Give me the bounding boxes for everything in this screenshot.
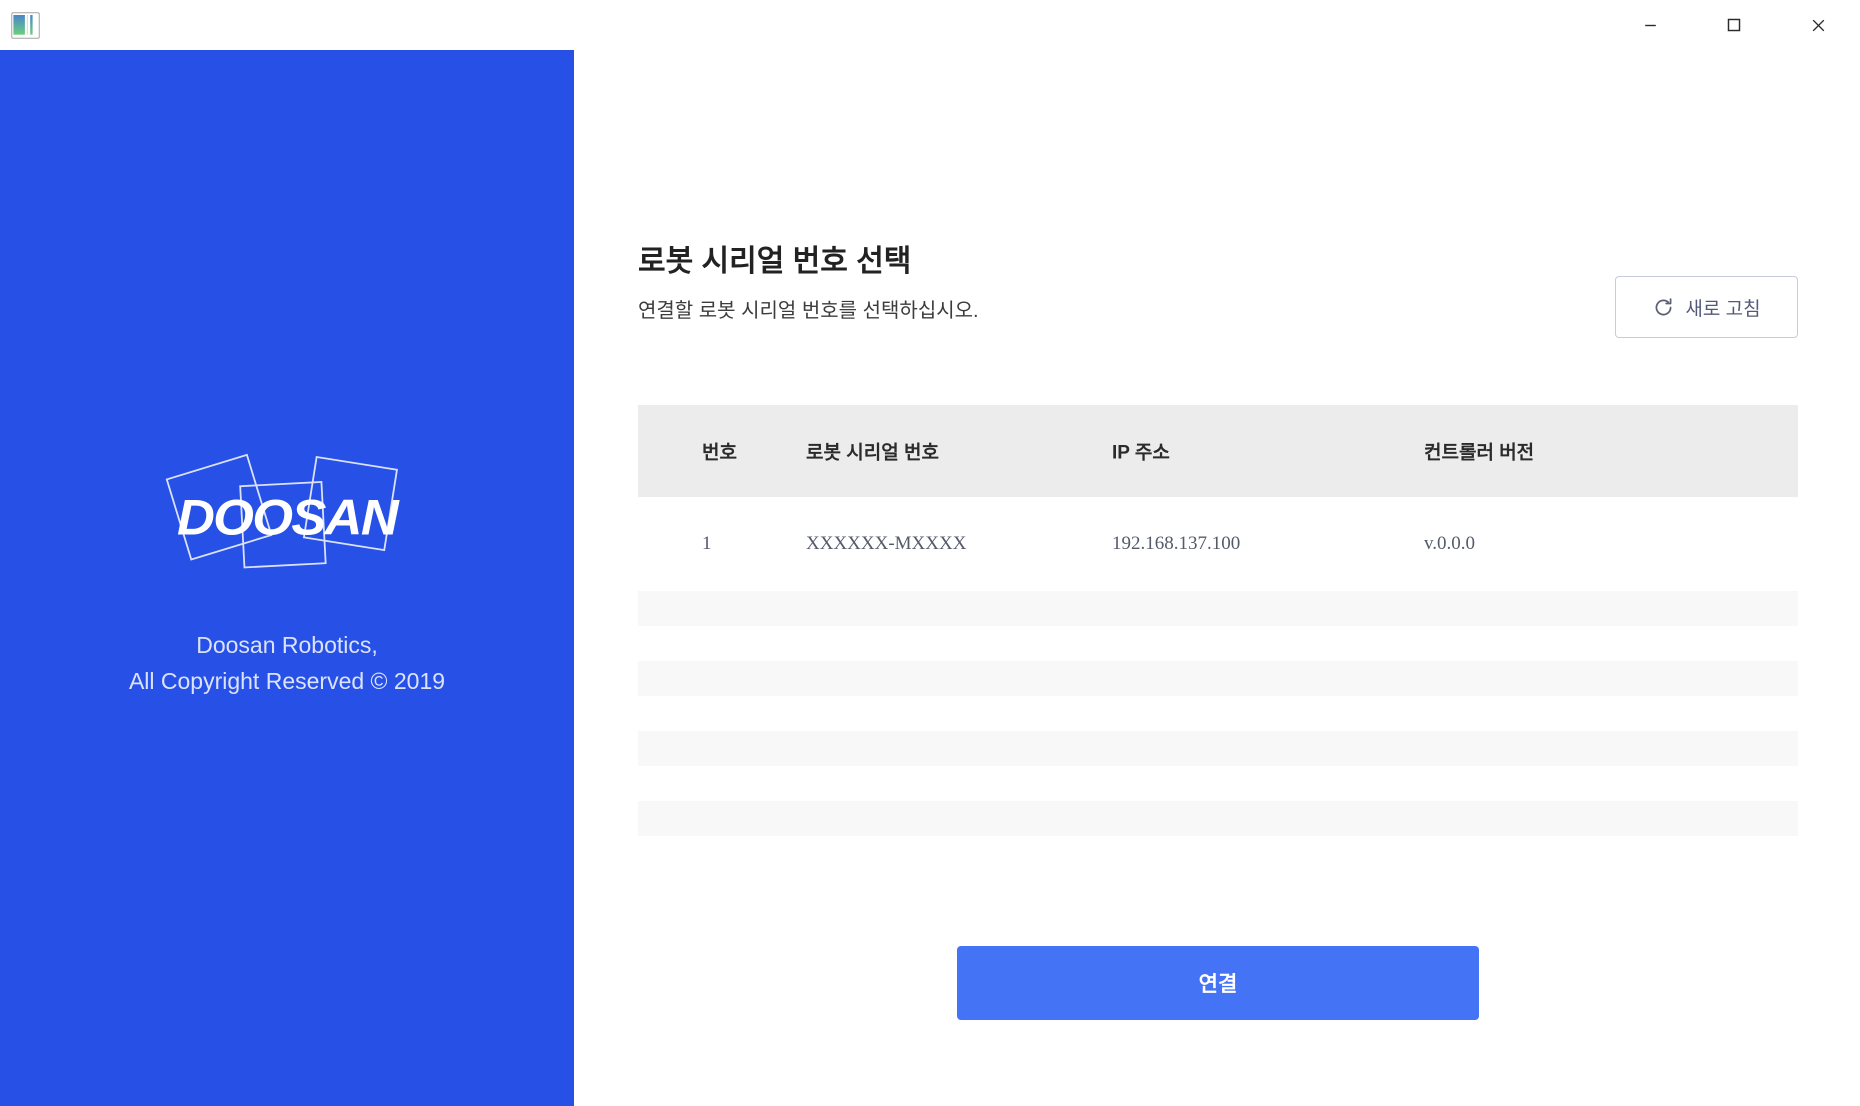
svg-text:DOOSAN: DOOSAN xyxy=(177,488,401,545)
